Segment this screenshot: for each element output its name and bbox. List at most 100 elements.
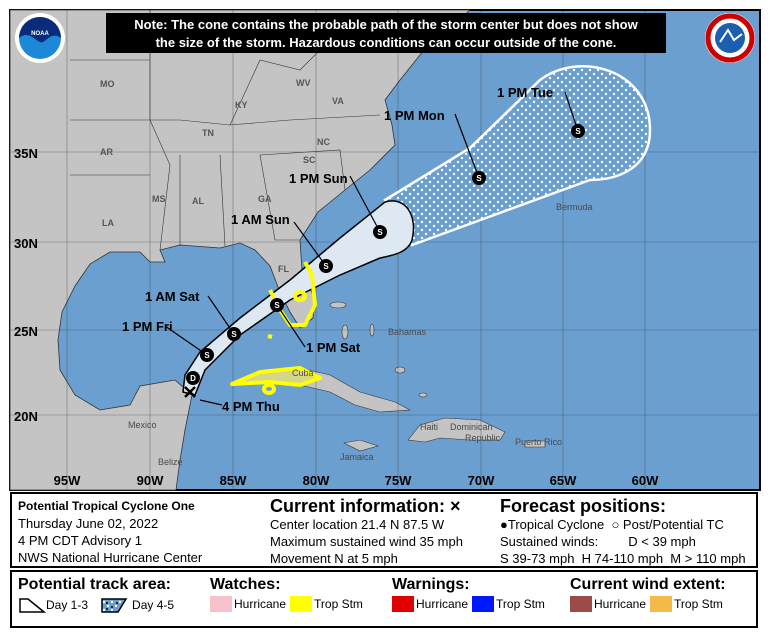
scale-label: S 39-73 mph H 74-110 mph M > 110 mph: [500, 551, 746, 566]
current-position-x-icon: [184, 386, 196, 398]
time-label: 4 PM Thu: [222, 399, 280, 414]
time-label: 1 PM Tue: [497, 85, 553, 100]
wind-hurricane-label: Hurricane: [594, 597, 647, 611]
warn-trop-swatch: [472, 596, 495, 612]
warn-trop-label: Trop Stm: [496, 597, 545, 611]
svg-text:S: S: [274, 301, 280, 310]
day13-cone-icon: [19, 598, 46, 613]
land-jamaica: [343, 439, 380, 452]
d-label: D < 39 mph: [628, 534, 696, 549]
warn-hurricane-label: Hurricane: [416, 597, 469, 611]
current-movement: Movement N at 5 mph: [270, 551, 398, 566]
lon-label: 60W: [632, 473, 659, 488]
nws-logo: [705, 13, 755, 63]
forecast-point: S: [472, 171, 486, 185]
time-label: 1 PM Fri: [122, 319, 173, 334]
time-label: 1 AM Sat: [145, 289, 200, 304]
place-label: Belize: [158, 457, 183, 467]
state-label: WV: [296, 78, 311, 88]
noaa-logo: NOAA: [15, 13, 65, 63]
forecast-point: D: [186, 371, 200, 385]
map: MO KY WV VA TN NC AR SC MS AL GA LA FL M…: [9, 9, 761, 491]
storm-name: Potential Tropical Cyclone One: [18, 499, 195, 513]
state-label: AR: [100, 147, 113, 157]
info-panel: Potential Tropical Cyclone One Thursday …: [10, 492, 758, 568]
latitude-labels: 35N 30N 25N 20N: [14, 146, 38, 424]
forecast-point: S: [227, 327, 241, 341]
place-label: Puerto Rico: [515, 437, 562, 447]
state-label: TN: [202, 128, 214, 138]
noaa-logo-text: NOAA: [31, 31, 49, 37]
post-label: Post/Potential TC: [622, 517, 724, 532]
lat-label: 35N: [14, 146, 38, 161]
time-label: 1 PM Sat: [306, 340, 361, 355]
state-label: SC: [303, 155, 316, 165]
wind-hurricane-swatch: [570, 596, 592, 612]
lon-label: 65W: [550, 473, 577, 488]
lon-label: 75W: [385, 473, 412, 488]
state-label: AL: [192, 196, 204, 206]
time-label: 1 PM Mon: [384, 108, 445, 123]
warnings-title: Warnings:: [392, 576, 470, 593]
storm-date: Thursday June 02, 2022: [18, 516, 159, 531]
storm-info: Potential Tropical Cyclone One Thursday …: [18, 498, 202, 566]
place-label: Republic: [465, 433, 501, 443]
forecast-point: S: [270, 298, 284, 312]
place-label: Bahamas: [388, 327, 427, 337]
note-line-1: Note: The cone contains the probable pat…: [134, 17, 638, 32]
lon-label: 85W: [220, 473, 247, 488]
svg-text:S: S: [323, 262, 329, 271]
legend-panel: Potential track area: Day 1-3 Day 4-5 Wa…: [10, 570, 758, 628]
lon-label: 95W: [54, 473, 81, 488]
watch-trop-label: Trop Stm: [314, 597, 363, 611]
forecast-point: S: [200, 348, 214, 362]
lon-label: 70W: [468, 473, 495, 488]
note-box: Note: The cone contains the probable pat…: [106, 13, 666, 53]
time-label: 1 AM Sun: [231, 212, 290, 227]
lat-label: 20N: [14, 409, 38, 424]
place-label: Jamaica: [340, 452, 374, 462]
land-puerto-rico: [524, 440, 546, 448]
lon-label: 80W: [303, 473, 330, 488]
svg-text:S: S: [575, 127, 581, 136]
open-circle-icon: ○: [611, 517, 620, 532]
state-label: KY: [235, 100, 248, 110]
forecast-point: S: [319, 259, 333, 273]
day45-cone-icon: [101, 598, 128, 613]
warn-hurricane-swatch: [392, 596, 414, 612]
cone-day-4-5: [383, 65, 652, 247]
svg-text:S: S: [204, 351, 210, 360]
state-label: LA: [102, 218, 114, 228]
place-label: Bermuda: [556, 202, 593, 212]
current-location: Center location 21.4 N 87.5 W: [270, 517, 445, 532]
state-labels: MO KY WV VA TN NC AR SC MS AL GA LA FL: [100, 78, 344, 274]
lon-label: 90W: [137, 473, 164, 488]
watch-hurricane-swatch: [210, 596, 232, 612]
current-title: Current information: ×: [270, 496, 461, 516]
storm-advisory: 4 PM CDT Advisory 1: [18, 533, 143, 548]
watch-hurricane-label: Hurricane: [234, 597, 287, 611]
filled-circle-icon: ●: [500, 517, 508, 532]
forecast-point: S: [571, 124, 585, 138]
note-line-2: the size of the storm. Hazardous conditi…: [156, 35, 617, 50]
day13-label: Day 1-3: [46, 598, 89, 612]
lat-label: 25N: [14, 324, 38, 339]
svg-text:S: S: [476, 174, 482, 183]
place-label: Dominican: [450, 422, 493, 432]
place-labels: Mexico Belize Cuba Bahamas Jamaica Haiti…: [128, 202, 593, 467]
state-label: NC: [317, 137, 330, 147]
forecast-legend: Forecast positions: ●Tropical Cyclone ○ …: [500, 496, 760, 567]
place-label: Mexico: [128, 420, 157, 430]
forecast-point: S: [373, 225, 387, 239]
svg-text:S: S: [377, 228, 383, 237]
time-labels: 4 PM Thu 1 PM Fri 1 AM Sat 1 PM Sat 1 AM…: [122, 85, 553, 414]
time-label: 1 PM Sun: [289, 171, 348, 186]
place-label: Haiti: [420, 422, 438, 432]
wind-trop-swatch: [650, 596, 673, 612]
tc-label: Tropical Cyclone: [507, 517, 605, 532]
state-label: VA: [332, 96, 344, 106]
watch-trop-swatch: [290, 596, 313, 612]
day45-label: Day 4-5: [132, 598, 175, 612]
wind-trop-label: Trop Stm: [674, 597, 723, 611]
